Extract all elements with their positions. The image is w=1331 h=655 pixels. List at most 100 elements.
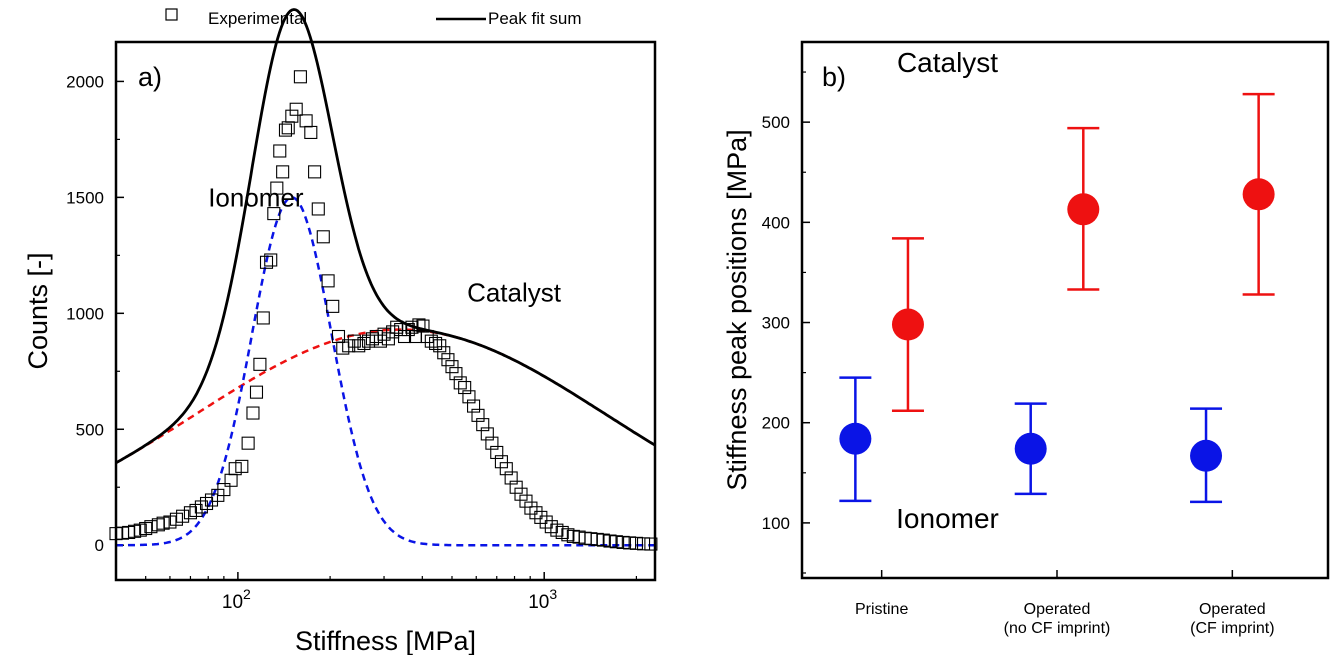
experimental-point <box>224 473 238 487</box>
experimental-point <box>397 329 412 344</box>
panel-a: 102 103 0 500 1000 1500 2000 Ionomer Catalyst Sti… <box>23 8 658 655</box>
experimental-point <box>636 537 651 551</box>
y-tick-label: 400 <box>762 213 790 232</box>
panel-label: a) <box>138 62 162 92</box>
panel-b: 100 200 300 400 500 Pristine Operated (no CF im… <box>722 40 1330 637</box>
experimental-point <box>462 390 476 404</box>
experimental-point <box>285 109 299 123</box>
experimental-point <box>529 506 543 520</box>
experimental-point <box>524 501 538 515</box>
plot-frame <box>114 40 657 582</box>
experimental-point <box>176 509 190 523</box>
ionomer-fit-curve <box>116 196 655 547</box>
catalyst-point <box>891 308 924 341</box>
experimental-point <box>347 334 361 348</box>
experimental-point <box>480 427 494 441</box>
experimental-point <box>256 311 270 325</box>
experimental-point <box>623 536 637 550</box>
experimental-point <box>299 114 313 128</box>
experimental-point <box>539 515 553 529</box>
x-tick-label: 103 <box>528 586 557 613</box>
experimental-point <box>467 399 481 413</box>
experimental-point <box>441 353 455 367</box>
experimental-point <box>509 480 523 494</box>
experimental-point <box>217 483 231 497</box>
experimental-point <box>485 436 499 450</box>
experimental-point <box>416 319 430 333</box>
catalyst-point <box>1242 178 1275 211</box>
experimental-point <box>424 334 438 348</box>
y-tick-label: 0 <box>95 536 104 555</box>
experimental-point <box>490 445 504 460</box>
experimental-point <box>133 523 147 537</box>
catalyst-label: Catalyst <box>467 278 562 308</box>
experimental-point <box>534 510 548 524</box>
legend-label-fit: Peak fit sum <box>488 9 582 28</box>
experimental-point <box>276 165 290 179</box>
experimental-point <box>194 500 208 514</box>
x-category-label: Operated <box>1024 601 1091 618</box>
experimental-point <box>189 503 203 517</box>
experimental-point <box>273 144 287 158</box>
catalyst-point <box>1067 193 1100 226</box>
experimental-point <box>550 523 564 537</box>
experimental-point <box>453 376 467 390</box>
experimental-point <box>267 207 281 221</box>
experimental-point <box>253 357 267 371</box>
experimental-point <box>228 462 242 476</box>
experimental-point <box>199 496 214 511</box>
experimental-point <box>433 339 447 353</box>
experimental-point <box>246 406 260 420</box>
experimental-point <box>326 299 340 313</box>
experimental-point <box>629 536 643 550</box>
experimental-point <box>644 537 658 551</box>
y-tick-label: 200 <box>762 414 790 433</box>
experimental-point <box>249 385 264 399</box>
x-category-label: Operated <box>1199 601 1266 618</box>
y-tick-label: 100 <box>762 514 790 533</box>
plot-frame <box>800 40 1330 580</box>
x-category-label: Pristine <box>855 601 908 618</box>
experimental-point <box>270 181 284 195</box>
experimental-point <box>504 471 518 485</box>
experimental-point <box>308 165 322 179</box>
experimental-point <box>449 367 463 381</box>
experimental-point <box>471 408 485 422</box>
experimental-point <box>412 318 426 332</box>
experimental-point <box>259 255 274 269</box>
experimental-point <box>381 332 395 346</box>
experimental-point <box>377 327 391 341</box>
y-tick-label: 1000 <box>66 304 104 323</box>
experimental-point <box>596 533 610 547</box>
x-category-label: (CF imprint) <box>1190 620 1274 637</box>
experimental-point <box>458 380 472 395</box>
experimental-point <box>264 253 278 267</box>
panel-label: b) <box>822 62 846 92</box>
y-tick-label: 300 <box>762 314 790 333</box>
ionomer-point <box>1014 432 1047 465</box>
experimental-point <box>139 521 153 536</box>
experimental-point <box>476 418 490 432</box>
y-axis-label: Counts [-] <box>23 252 53 369</box>
experimental-point <box>289 102 303 116</box>
x-category-label: (no CF imprint) <box>1004 620 1111 637</box>
experimental-point <box>494 455 508 469</box>
experimental-point <box>499 462 513 476</box>
catalyst-label: Catalyst <box>897 47 998 78</box>
legend-label-experimental: Experimental <box>208 9 307 28</box>
experimental-point <box>235 459 249 473</box>
experimental-point <box>278 123 293 137</box>
y-tick-label: 500 <box>76 420 104 439</box>
legend: Experimental Peak fit sum <box>165 8 582 28</box>
x-axis-label: Stiffness [MPa] <box>295 626 476 655</box>
experimental-point <box>609 535 623 549</box>
experimental-point <box>156 516 170 530</box>
experimental-point <box>311 202 325 216</box>
experimental-point <box>514 487 528 501</box>
experimental-point <box>316 230 330 244</box>
experimental-point <box>352 339 366 353</box>
ionomer-point <box>839 422 872 455</box>
experimental-point <box>241 436 255 450</box>
experimental-point <box>394 323 408 337</box>
